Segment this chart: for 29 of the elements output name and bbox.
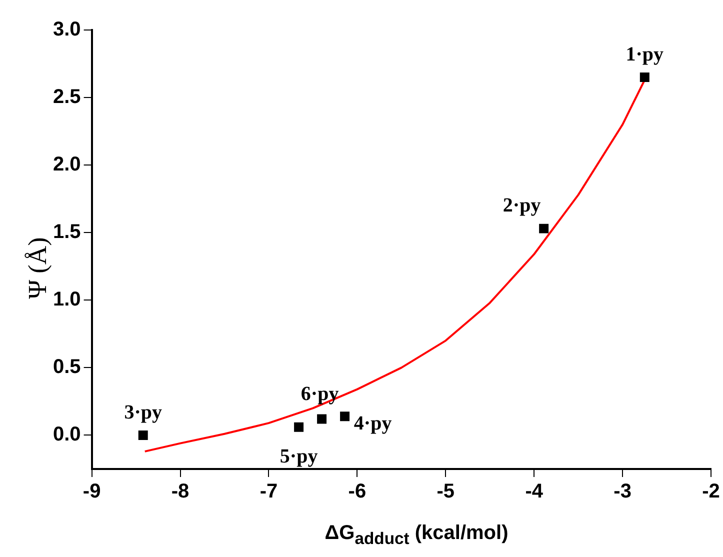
- y-tick-label: 2.5: [52, 86, 81, 108]
- y-tick-label: 1.5: [52, 221, 81, 244]
- point: [539, 224, 549, 234]
- y-tick-label: 0.0: [52, 424, 81, 446]
- y-tick-label: 3.0: [52, 18, 81, 41]
- x-tick-label: -4: [525, 480, 544, 503]
- y-axis-title: Ψ (Å): [23, 237, 53, 299]
- x-tick-label: -2: [702, 480, 720, 503]
- y-tick-label: 1.0: [52, 288, 81, 311]
- x-axis-title: ΔG$_{adduct}$ (kcal/mol): [324, 522, 510, 549]
- annotation: 2·py: [502, 194, 541, 217]
- point: [317, 414, 327, 424]
- x-tick-label: -9: [82, 480, 101, 503]
- x-tick-label: -6: [348, 480, 366, 503]
- point: [138, 430, 148, 440]
- x-tick-label: -5: [436, 480, 455, 503]
- y-tick-label: 2.0: [52, 154, 81, 176]
- annotation: 4·py: [354, 412, 392, 434]
- x-tick-label: -8: [171, 480, 190, 503]
- annotation: 5·py: [280, 445, 318, 468]
- annotation: 6·py: [300, 383, 339, 406]
- point: [340, 412, 350, 422]
- x-tick-label: -3: [614, 480, 632, 503]
- annotation: 3·py: [124, 401, 162, 424]
- point: [294, 422, 304, 432]
- x-tick-label: -7: [260, 480, 278, 503]
- y-tick-label: 0.5: [52, 356, 81, 378]
- annotation: 1·py: [626, 43, 664, 66]
- point: [640, 72, 650, 82]
